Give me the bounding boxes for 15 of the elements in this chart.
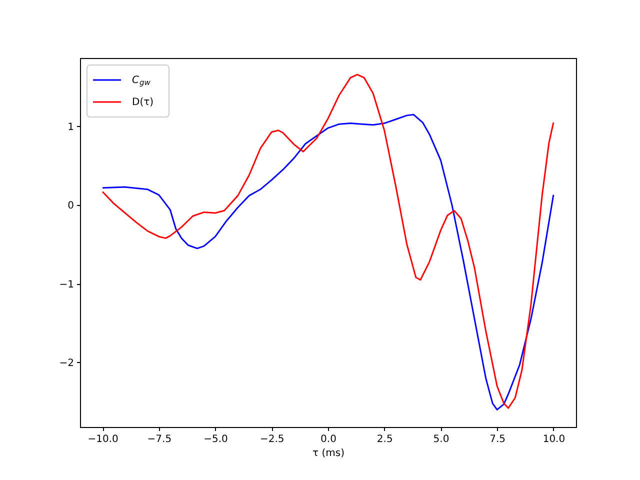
x-tick-label: 2.5	[376, 434, 393, 445]
y-tick-label: 1	[68, 122, 74, 133]
x-tick-label: −2.5	[260, 434, 284, 445]
legend-label: D(τ)	[132, 97, 154, 108]
y-tick-label: −2	[59, 358, 74, 369]
x-tick-label: 10.0	[542, 434, 566, 445]
x-tick-label: −7.5	[147, 434, 172, 445]
y-tick-label: −1	[59, 279, 74, 290]
x-tick-label: 5.0	[433, 434, 450, 445]
y-tick-label: 0	[68, 200, 74, 212]
x-tick-label: −5.0	[204, 434, 228, 445]
x-tick-label: −10.0	[88, 434, 118, 445]
x-axis-title: τ (ms)	[312, 448, 345, 459]
x-tick-label: 0.0	[320, 434, 336, 445]
x-tick-label: 7.5	[490, 434, 506, 445]
